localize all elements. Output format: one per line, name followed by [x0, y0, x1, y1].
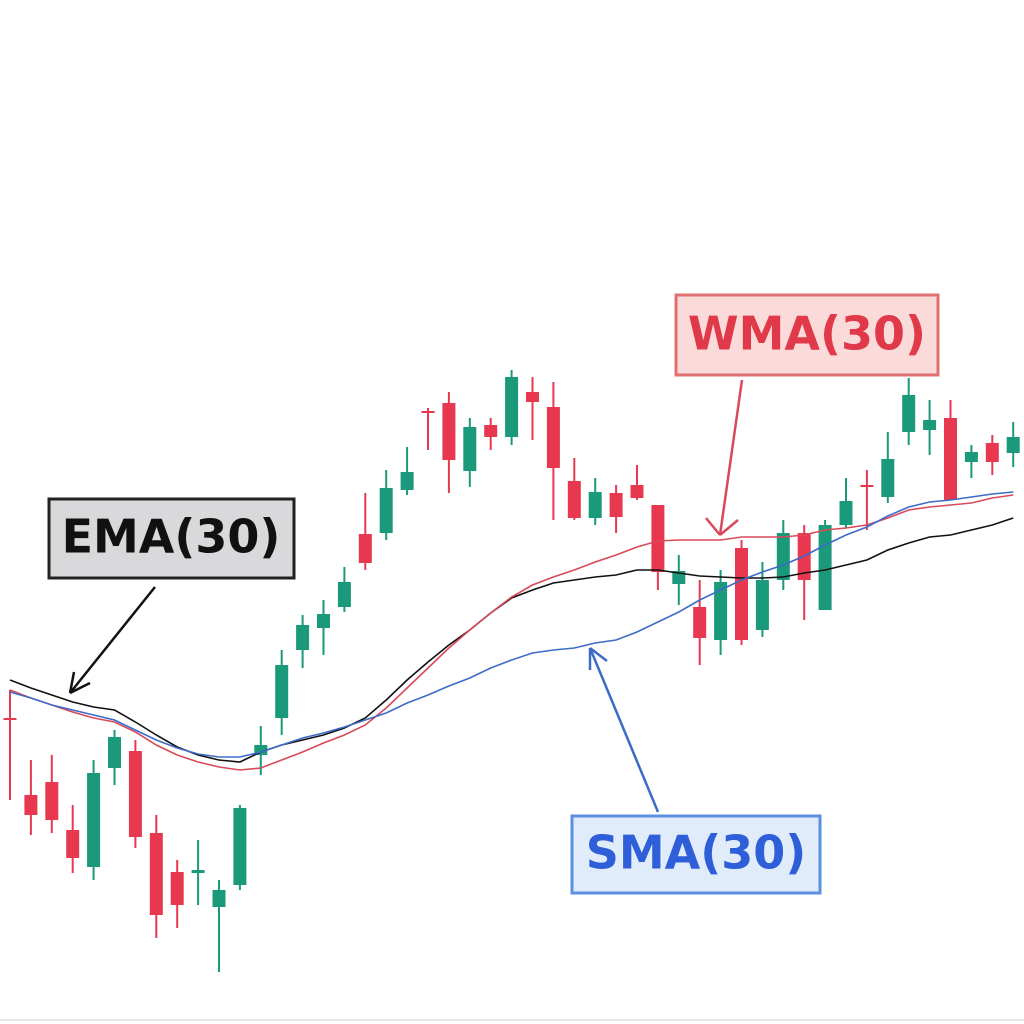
candle-body — [170, 872, 184, 905]
candle-body — [45, 782, 59, 820]
candle-body — [87, 773, 101, 867]
candle-body — [735, 548, 748, 640]
label-box — [674, 293, 940, 377]
candle-body — [108, 737, 121, 768]
candle-body — [881, 459, 895, 497]
candle-body — [755, 580, 769, 630]
candle-body — [839, 501, 853, 525]
series-label: SMA(30) — [586, 826, 807, 880]
candle-body — [128, 751, 142, 837]
candle-body — [651, 505, 665, 572]
candle-body — [985, 443, 999, 462]
candle-body — [442, 403, 456, 460]
candle-body — [421, 411, 435, 413]
candle-body — [818, 525, 832, 610]
moving-average-line — [9, 491, 1014, 758]
arrow — [68, 586, 156, 695]
candle-body — [296, 625, 310, 650]
candle-body — [66, 830, 80, 858]
candle-body — [923, 420, 937, 430]
plot-area — [3, 370, 1020, 972]
ema-callout: EMA(30) — [47, 497, 296, 695]
candle-body — [149, 833, 163, 915]
candle-body — [902, 395, 916, 432]
candle-body — [317, 614, 330, 628]
candle-body — [379, 488, 393, 533]
arrow — [705, 379, 744, 536]
candle-body — [3, 718, 17, 720]
candle-body — [944, 418, 957, 500]
candle-body — [400, 472, 414, 490]
candle-body — [24, 795, 38, 815]
candle-body — [964, 452, 978, 462]
label-box — [47, 497, 296, 580]
series-label: WMA(30) — [688, 307, 926, 361]
candle-body — [714, 582, 728, 640]
candle-body — [1006, 437, 1020, 453]
candle-body — [505, 377, 519, 437]
candle-body — [254, 745, 268, 755]
candle-body — [693, 607, 707, 638]
sma-callout: SMA(30) — [570, 647, 822, 895]
moving-average-line — [9, 494, 1014, 771]
candle-body — [588, 492, 602, 518]
series-label: EMA(30) — [62, 510, 281, 564]
candle-body — [630, 485, 644, 498]
candle-body — [609, 493, 623, 517]
wma-callout: WMA(30) — [674, 293, 940, 536]
candle-body — [337, 582, 351, 607]
candle-body — [484, 425, 498, 437]
candle-body — [567, 481, 581, 518]
candle-body — [776, 533, 790, 580]
arrow — [588, 647, 660, 813]
candle-body — [191, 870, 205, 873]
candle-body — [358, 534, 372, 563]
candle-body — [526, 392, 539, 402]
candle-body — [233, 808, 247, 885]
candle-body — [463, 427, 477, 471]
candle-body — [546, 407, 560, 468]
candle-body — [860, 485, 874, 487]
candle-body — [212, 890, 226, 907]
label-box — [570, 814, 822, 895]
candle-body — [275, 665, 289, 718]
